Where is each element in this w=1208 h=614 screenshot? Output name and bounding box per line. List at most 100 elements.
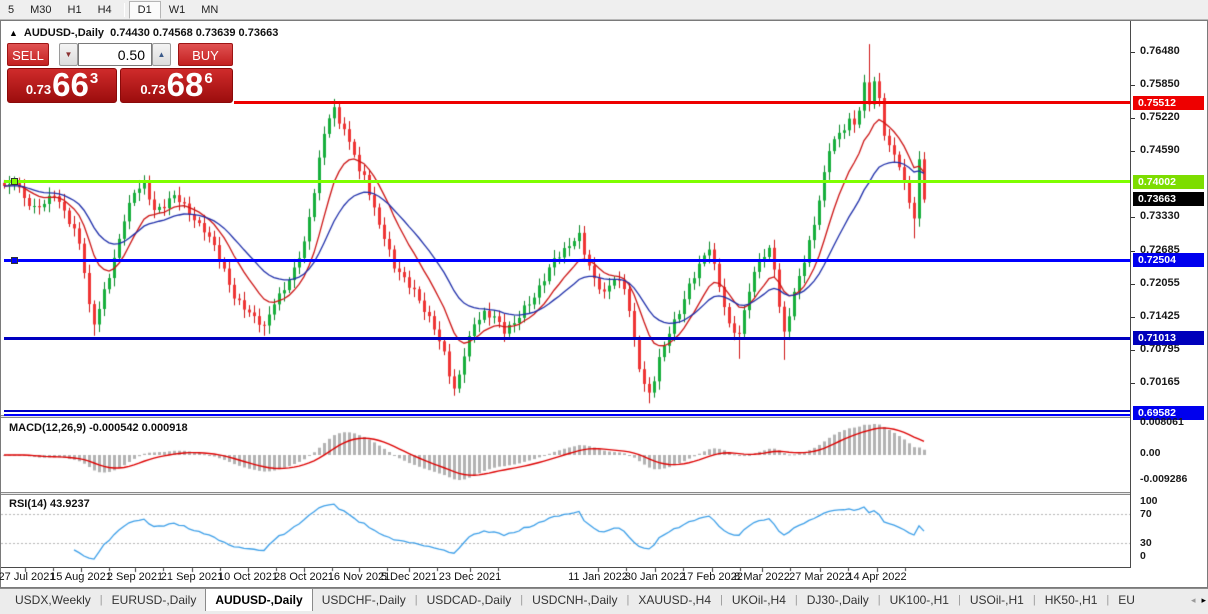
panel-splitter-macd-rsi[interactable] (1, 492, 1131, 495)
scroll-right-icon[interactable]: ▸ (1201, 595, 1206, 605)
date-label: 11 Jan 2022 (568, 571, 628, 583)
sell-price-prefix: 0.73 (25, 82, 52, 97)
price-chart-canvas[interactable] (1, 21, 1131, 589)
symbol-tab-ukoil-h4[interactable]: UKOil-,H4 (731, 593, 786, 607)
date-label: 21 Sep 2021 (160, 571, 224, 583)
price-tick (1131, 382, 1135, 384)
price-tick (1131, 349, 1135, 351)
sell-button[interactable]: SELL (7, 43, 49, 66)
timeframe-button-h4[interactable]: H4 (97, 3, 112, 16)
horizontal-level-line-0.74002[interactable] (4, 178, 1131, 186)
price-tick (1131, 52, 1135, 53)
symbol-tab-bar: USDX,Weekly | EURUSD-,Daily AUDUSD-,Daily US… (0, 588, 1208, 611)
symbol-tab-usdchf-daily[interactable]: USDCHF-,Daily (321, 593, 406, 607)
price-tick (1131, 84, 1135, 86)
date-label: 16 Nov 2021 (327, 571, 391, 583)
line-drag-handle[interactable] (11, 178, 18, 186)
volume-increase-button[interactable]: ▲ (152, 43, 171, 66)
tab-separator: | (626, 594, 630, 606)
price-tick-label: 0.73330 (1140, 209, 1180, 222)
buy-price-pip: 6 (204, 70, 213, 87)
symbol-tab-eu[interactable]: EU (1118, 593, 1135, 607)
trade-widget-price-row: 0.73 66 3 0.73 68 6 (7, 68, 233, 103)
tab-separator: | (1106, 594, 1110, 606)
sell-price-main: 66 (52, 66, 89, 103)
sell-price-pip: 3 (89, 70, 99, 87)
sell-price-box[interactable]: 0.73 66 3 (7, 68, 117, 103)
volume-decrease-button[interactable]: ▼ (59, 43, 78, 66)
line-drag-handle[interactable] (11, 256, 18, 264)
symbol-tab-eurusd-daily[interactable]: EURUSD-,Daily (111, 593, 197, 607)
horizontal-level-line-0.75512[interactable] (234, 101, 1131, 105)
rsi-axis-label: 30 (1140, 537, 1152, 549)
rsi-axis-label: 100 (1140, 495, 1158, 507)
date-label: 14 Apr 2022 (847, 571, 907, 583)
symbol-tab-dj30-daily[interactable]: DJ30-,Daily (806, 593, 869, 607)
macd-axis-label: -0.009286 (1140, 473, 1188, 485)
tab-separator: | (520, 594, 524, 606)
price-tick-label: 0.75220 (1140, 110, 1180, 123)
tab-separator: | (794, 594, 798, 606)
volume-input[interactable] (78, 43, 152, 66)
symbol-tab-hk50-h1[interactable]: HK50-,H1 (1044, 593, 1098, 607)
timeframe-button-m30[interactable]: M30 (30, 3, 52, 16)
price-badge-0.74002: 0.74002 (1133, 174, 1204, 189)
timeframe-button-5[interactable]: 5 (8, 3, 15, 16)
triangle-up-icon: ▲ (157, 50, 166, 59)
price-badge-0.71013: 0.71013 (1133, 331, 1204, 346)
symbol-tab-usdx-weekly[interactable]: USDX,Weekly (15, 593, 91, 607)
scroll-left-icon[interactable]: ◂ (1190, 595, 1196, 605)
timeframe-button-h1[interactable]: H1 (67, 3, 82, 16)
tab-separator: | (720, 594, 723, 606)
symbol-tab-xauusd-h4[interactable]: XAUUSD-,H4 (638, 593, 711, 607)
price-tick-label: 0.70165 (1140, 375, 1180, 388)
date-label: 8 Mar 2022 (734, 571, 790, 583)
timeframe-button-w1[interactable]: W1 (168, 3, 186, 16)
symbol-tab-audusd-daily[interactable]: AUDUSD-,Daily (205, 589, 313, 611)
rsi-axis-label: 70 (1140, 508, 1152, 520)
price-tick-label: 0.72055 (1140, 276, 1180, 289)
symbol-tab-usoil-h1[interactable]: USOil-,H1 (969, 593, 1024, 607)
symbol-tab-uk100-h1[interactable]: UK100-,H1 (889, 593, 949, 607)
buy-button[interactable]: BUY (178, 43, 233, 66)
chart-title-row: ▲ AUDUSD-,Daily 0.74430 0.74568 0.73639 … (9, 27, 278, 39)
price-tick-label: 0.74590 (1140, 143, 1180, 156)
date-label: 27 Jul 2021 (0, 571, 56, 583)
symbol-tab-usdcad-daily[interactable]: USDCAD-,Daily (426, 593, 512, 607)
timeframe-button-mn[interactable]: MN (201, 3, 219, 16)
horizontal-level-line-0.72504[interactable] (4, 256, 1131, 264)
date-label: 15 Aug 2021 (50, 571, 112, 583)
chart-window: ▲ AUDUSD-,Daily 0.74430 0.74568 0.73639 … (0, 20, 1208, 589)
price-tick (1131, 150, 1135, 152)
symbol-tab-usdcnh-daily[interactable]: USDCNH-,Daily (532, 593, 618, 607)
tab-separator: | (1032, 594, 1036, 606)
status-strip (0, 611, 1208, 614)
triangle-down-icon: ▼ (64, 50, 73, 59)
horizontal-level-line-0.69582[interactable] (4, 410, 1131, 417)
buy-price-box[interactable]: 0.73 68 6 (120, 68, 233, 103)
date-label: 17 Feb 2022 (681, 571, 743, 583)
date-label: 23 Dec 2021 (438, 571, 502, 583)
price-tick-label: 0.72685 (1140, 243, 1180, 256)
macd-axis-label: 0.00 (1140, 447, 1161, 459)
toolbar-separator (123, 2, 125, 17)
date-label: 27 Mar 2022 (789, 571, 851, 583)
price-tick (1131, 283, 1135, 285)
horizontal-level-line-0.71013[interactable] (4, 336, 1131, 340)
price-tick-label: 0.75850 (1140, 77, 1180, 90)
price-axis: 0.76480 0.75850 0.75220 0.74590 0.73330 0.726… (1130, 21, 1207, 567)
price-tick (1131, 117, 1135, 119)
timeframe-button-d1[interactable]: D1 (128, 0, 161, 19)
date-label: 28 Oct 2021 (274, 571, 334, 583)
date-label: 10 Oct 2021 (218, 571, 278, 583)
timeframe-toolbar: 5 M30 H1 H4 D1 W1 MN (0, 0, 1208, 20)
price-tick (1131, 250, 1135, 252)
price-tick-label: 0.76480 (1140, 45, 1180, 57)
tab-separator: | (957, 594, 961, 606)
date-axis-border (1, 567, 1131, 568)
trade-widget-top-row: SELL ▼ ▲ BUY (7, 43, 233, 66)
date-label: 30 Jan 2022 (624, 571, 686, 583)
date-label: 2 Sep 2021 (106, 571, 164, 583)
price-tick-label: 0.70795 (1140, 342, 1180, 355)
